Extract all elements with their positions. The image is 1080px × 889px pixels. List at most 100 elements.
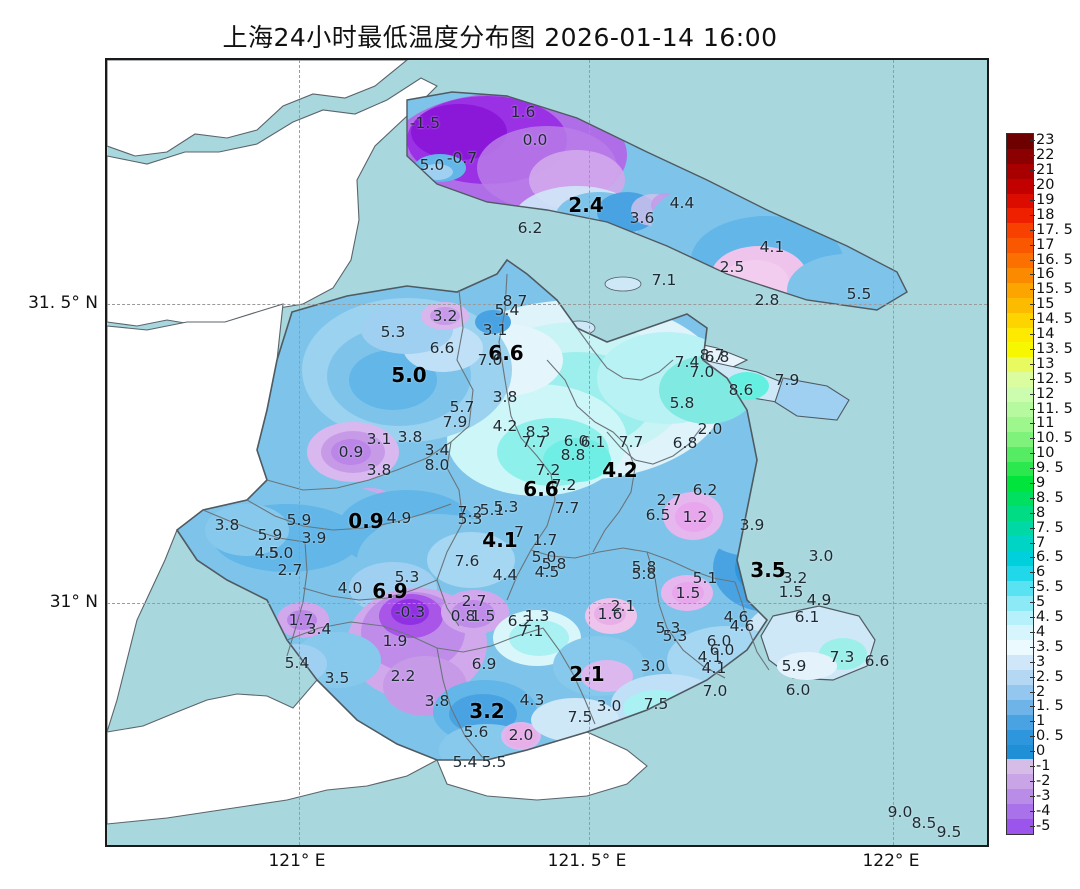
- station-value: 9.0: [887, 803, 913, 821]
- colorbar-segment: [1007, 521, 1033, 537]
- colorbar-segment: [1007, 595, 1033, 611]
- colorbar-tick: 6. 5: [1036, 549, 1064, 566]
- station-value: 1.5: [675, 584, 701, 602]
- station-value: 2.1: [610, 597, 636, 615]
- station-value: 8.7: [502, 292, 528, 310]
- station-value: 3.8: [214, 516, 240, 534]
- colorbar-tick-mark: [1030, 468, 1035, 470]
- colorbar-tick: 14: [1036, 326, 1055, 343]
- station-value: 6.1: [580, 433, 606, 451]
- colorbar-tick-mark: [1030, 497, 1035, 499]
- colorbar-segment: [1007, 297, 1033, 313]
- station-value: -0.3: [394, 603, 426, 621]
- colorbar-tick-mark: [1030, 780, 1035, 782]
- station-value: 5.0: [268, 544, 294, 562]
- station-value: 7.5: [567, 708, 593, 726]
- colorbar-segment: [1007, 387, 1033, 403]
- district-boundaries: [202, 273, 770, 759]
- station-value: 6.2: [517, 219, 543, 237]
- colorbar-tick-mark: [1030, 631, 1035, 633]
- station-value: 6.0: [706, 632, 732, 650]
- colorbar-segment: [1007, 282, 1033, 298]
- colorbar-tick-mark: [1030, 572, 1035, 574]
- colorbar-segment: [1007, 640, 1033, 656]
- station-value: 4.0: [337, 579, 363, 597]
- station-value: 4.2: [492, 417, 518, 435]
- colorbar-tick: 11: [1036, 415, 1055, 432]
- station-value: 7.3: [829, 648, 855, 666]
- southeast-island: [760, 605, 876, 681]
- station-value: 1.9: [382, 632, 408, 650]
- colorbar-segment: [1007, 268, 1033, 283]
- colorbar-tick-mark: [1030, 617, 1035, 619]
- ytick-label-31-5: 31. 5° N: [28, 293, 98, 313]
- colorbar-tick: 17: [1036, 236, 1055, 253]
- colorbar-tick: 4. 5: [1036, 609, 1064, 626]
- colorbar-tick-mark: [1030, 825, 1035, 827]
- station-value: 4.6: [729, 617, 755, 635]
- station-value: 3.0: [596, 697, 622, 715]
- colorbar-tick-mark: [1030, 483, 1035, 484]
- colorbar: [1006, 133, 1034, 835]
- station-value: 5.3: [380, 323, 406, 341]
- station-value: 7.0: [477, 351, 503, 369]
- colorbar-tick-mark: [1030, 274, 1035, 276]
- station-value: 7.7: [618, 433, 644, 451]
- colorbar-tick: -2: [1036, 772, 1051, 789]
- colorbar-tick-mark: [1030, 736, 1035, 738]
- station-value: 7.2: [551, 476, 577, 494]
- colorbar-segment: [1007, 491, 1033, 507]
- station-value: 5.8: [631, 565, 657, 583]
- station-value: 5.4: [452, 753, 478, 771]
- station-value: 0.9: [338, 443, 364, 461]
- station-value: 5.6: [463, 723, 489, 741]
- gridline-lon-121-5: [589, 60, 590, 845]
- colorbar-segment: [1007, 655, 1033, 671]
- station-value: 6.6: [864, 652, 890, 670]
- colorbar-segment: [1007, 744, 1033, 760]
- station-value: 2.0: [508, 726, 534, 744]
- station-value: 8.8: [560, 446, 586, 464]
- colorbar-tick: 16: [1036, 266, 1055, 283]
- colorbar-segment: [1007, 312, 1033, 328]
- colorbar-tick-mark: [1030, 334, 1035, 336]
- station-value: 6.2: [507, 612, 533, 630]
- colorbar-tick-mark: [1030, 229, 1035, 231]
- colorbar-segment: [1007, 565, 1033, 581]
- colorbar-tick: 1: [1036, 713, 1046, 730]
- station-value: 5.9: [286, 511, 312, 529]
- station-value: 3.9: [301, 529, 327, 547]
- colorbar-tick-mark: [1030, 140, 1035, 142]
- station-value: 3.9: [739, 516, 765, 534]
- ytick-label-31-0: 31° N: [49, 592, 98, 612]
- station-value: 4.9: [386, 509, 412, 527]
- colorbar-segment: [1007, 134, 1033, 149]
- colorbar-tick: -1: [1036, 757, 1051, 774]
- colorbar-segment: [1007, 163, 1033, 179]
- colorbar-tick-mark: [1030, 646, 1035, 648]
- station-value: 5.4: [494, 301, 520, 319]
- temperature-contour-map: [107, 60, 987, 845]
- station-value: 1.5: [778, 583, 804, 601]
- station-value: -0.7: [446, 149, 478, 167]
- colorbar-tick-mark: [1030, 304, 1035, 306]
- station-value: 5.3: [655, 619, 681, 637]
- station-value: 5.9: [257, 526, 283, 544]
- colorbar-tick: 14. 5: [1036, 311, 1073, 328]
- colorbar-tick-mark: [1030, 200, 1035, 202]
- station-value: 7.2: [535, 461, 561, 479]
- colorbar-segment: [1007, 699, 1033, 715]
- station-value: 5.8: [669, 394, 695, 412]
- colorbar-tick: 13: [1036, 355, 1055, 372]
- gridline-lon-121: [299, 60, 300, 845]
- colorbar-segment: [1007, 670, 1033, 685]
- station-value: 8.3: [525, 423, 551, 441]
- colorbar-tick: 1. 5: [1036, 698, 1064, 715]
- station-value: 5.0: [419, 156, 445, 174]
- station-value: 3.4: [424, 441, 450, 459]
- colorbar-tick: -3: [1036, 787, 1051, 804]
- colorbar-tick-mark: [1030, 557, 1035, 559]
- station-value: 7.6: [454, 552, 480, 570]
- colorbar-tick: 7. 5: [1036, 519, 1064, 536]
- station-value: 1.5: [470, 607, 496, 625]
